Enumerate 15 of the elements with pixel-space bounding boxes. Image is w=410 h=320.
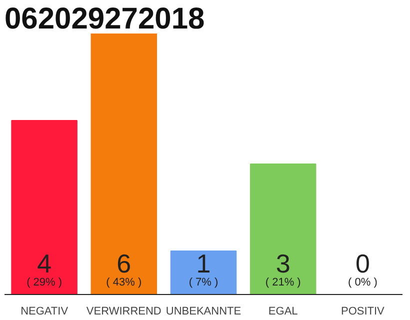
x-tick-label: POSITIV (341, 306, 386, 318)
bar (170, 250, 237, 294)
x-tick-label: NEGATIV (20, 306, 69, 318)
data-label: 0 ( 0% ) (348, 248, 378, 288)
x-tick-label: EGAL (268, 306, 298, 318)
bar (250, 164, 316, 294)
data-label: 4 ( 29% ) (26, 248, 62, 288)
data-label: 6 ( 43% ) (106, 248, 142, 288)
bar (11, 120, 78, 294)
x-tick-label: VERWIRREND (86, 306, 162, 318)
data-label: 1 ( 7% ) (188, 248, 218, 288)
data-label: 3 ( 21% ) (265, 248, 301, 288)
x-tick-label: UNBEKANNTE (166, 306, 242, 318)
bar (90, 34, 158, 294)
chart-title: 062029272018 (4, 2, 205, 36)
